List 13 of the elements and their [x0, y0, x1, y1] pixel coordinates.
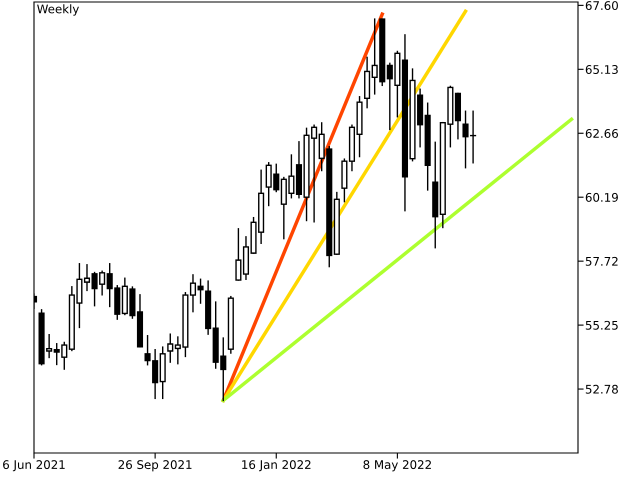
- y-tick-label: 62.66: [586, 128, 618, 138]
- y-tick-label: 60.19: [586, 192, 618, 202]
- y-tick-label: 65.13: [586, 65, 618, 74]
- chart-title: Weekly: [37, 4, 79, 16]
- y-tick-label: 55.25: [586, 320, 618, 330]
- y-tick-label: 67.60: [586, 1, 618, 10]
- x-tick-label: 26 Sep 2021: [118, 460, 192, 472]
- y-tick-label: 57.72: [586, 256, 618, 266]
- candlestick: [228, 296, 234, 354]
- x-tick-label: 8 May 2022: [363, 460, 431, 472]
- x-tick-label: 6 Jun 2021: [3, 460, 65, 472]
- x-tick-label: 16 Jan 2022: [242, 460, 310, 472]
- y-tick-label: 52.78: [586, 384, 618, 394]
